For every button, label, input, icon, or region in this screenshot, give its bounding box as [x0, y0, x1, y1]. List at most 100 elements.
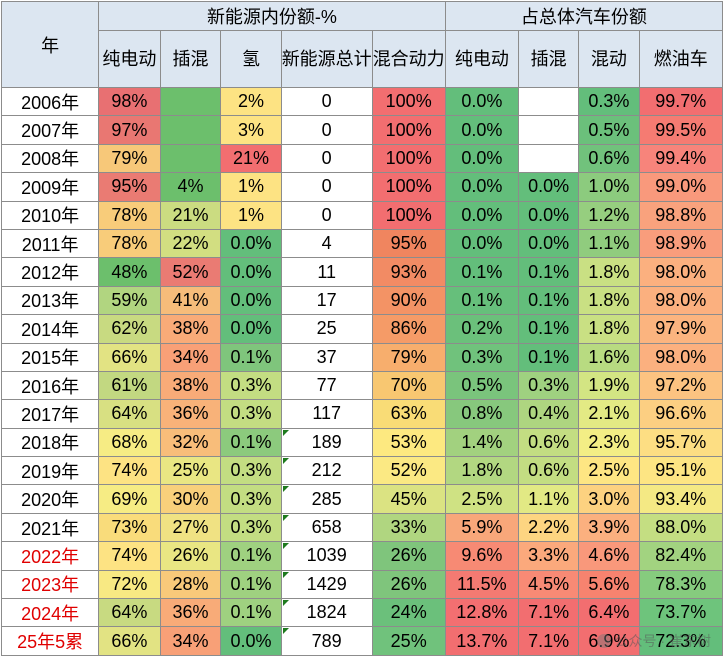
value-text: 4%	[177, 176, 204, 197]
value-text: 5.9%	[461, 517, 503, 538]
table-row: 2015年 66% 34% 0.1% 37 79% 0.3% 0.1% 1.6% 98.0%	[0, 342, 723, 372]
value-cell: 0.3%	[444, 342, 519, 372]
value-cell: 52%	[159, 257, 222, 287]
value-text: 74%	[111, 545, 148, 566]
value-cell: 11	[280, 257, 373, 287]
value-text: 11	[317, 261, 337, 282]
cell-marker-icon	[282, 429, 289, 436]
value-cell: 95%	[371, 228, 446, 259]
value-cell	[517, 115, 580, 145]
value-cell: 5.9%	[444, 512, 519, 543]
value-text: 0.3%	[230, 517, 272, 538]
value-cell: 0	[280, 86, 373, 117]
value-cell: 69%	[98, 484, 161, 514]
table-body: 2006年 98% 2% 0 100% 0.0% 0.3% 99.7% 2007年 97% 3% 0 1…	[0, 86, 723, 656]
value-text: 93.4%	[655, 488, 707, 509]
value-text: 1.6%	[588, 346, 630, 367]
value-cell: 1.9%	[578, 370, 640, 401]
value-cell: 36%	[159, 598, 222, 628]
column-header: 插混	[159, 30, 222, 88]
value-text: 72.3%	[655, 630, 707, 651]
value-cell: 0.0%	[444, 143, 519, 174]
value-text: 285	[311, 488, 342, 509]
watermark-text: 公众号 · 崔东树	[614, 633, 711, 649]
value-cell: 38%	[159, 314, 222, 344]
value-text: 212	[311, 460, 342, 481]
value-text: 82.4%	[655, 545, 707, 566]
value-text: 3.0%	[588, 488, 630, 509]
table-row: 2017年 64% 36% 0.3% 117 63% 0.8% 0.4% 2.1% 96.6%	[0, 399, 723, 429]
subheader-row: 纯电动 插混氢新能源总计 混合动力 纯电动 插混 混动 燃油车	[2, 30, 723, 88]
value-text: 0.0%	[230, 630, 272, 651]
value-cell: 24%	[371, 598, 446, 628]
value-cell: 0.6%	[517, 427, 580, 458]
value-cell: 34%	[159, 342, 222, 372]
value-cell: 1039	[280, 541, 373, 571]
value-text: 0.0%	[528, 204, 570, 225]
value-cell: 25	[280, 314, 373, 344]
cell-marker-icon	[282, 571, 289, 578]
value-text: 45%	[390, 488, 427, 509]
value-cell: 0.3%	[220, 512, 282, 543]
value-cell: 97.9%	[638, 314, 723, 344]
value-cell: 12.8%	[444, 598, 519, 628]
value-cell: 53%	[371, 427, 446, 458]
value-cell: 9.6%	[444, 541, 519, 571]
value-text: 21%	[233, 147, 270, 168]
table-row: 2022年 74% 26% 0.1% 1039 26% 9.6% 3.3% 4.6% 82.4%	[0, 541, 723, 571]
value-text: 0.4%	[528, 403, 570, 424]
value-cell: 99.5%	[638, 115, 723, 145]
value-text: 53%	[390, 431, 427, 452]
value-text: 27%	[172, 517, 209, 538]
value-text: 2.5%	[588, 460, 630, 481]
value-cell: 0.0%	[444, 115, 519, 145]
value-cell: 0.1%	[517, 285, 580, 316]
value-cell: 0.4%	[517, 399, 580, 429]
value-cell: 0	[280, 115, 373, 145]
value-cell	[159, 115, 222, 145]
value-cell: 78%	[98, 228, 161, 259]
value-text: 0.3%	[230, 460, 272, 481]
value-cell: 7.1%	[517, 626, 580, 656]
value-cell: 77	[280, 370, 373, 401]
value-text: 63%	[390, 403, 427, 424]
value-text: 98.8%	[655, 204, 707, 225]
year-cell: 2008年	[0, 143, 100, 174]
table-row: 2009年 95% 4% 1% 0 100% 0.0% 0.0% 1.0% 99.0%	[0, 172, 723, 202]
wechat-icon	[596, 634, 611, 648]
column-header: 纯电动	[444, 30, 519, 88]
value-text: 37	[316, 346, 337, 367]
value-cell: 88.0%	[638, 512, 723, 543]
value-cell: 0.6%	[517, 456, 580, 486]
table-row: 2021年 73% 27% 0.3% 658 33% 5.9% 2.2% 3.9% 88.0%	[0, 512, 723, 543]
value-cell: 0.3%	[220, 456, 282, 486]
value-text: 0.3%	[230, 403, 272, 424]
value-cell: 13.7%	[444, 626, 519, 656]
value-text: 88.0%	[655, 517, 707, 538]
value-text: 32%	[172, 431, 209, 452]
value-text: 2%	[238, 91, 265, 112]
value-cell: 1.8%	[578, 314, 640, 344]
value-text: 1.8%	[588, 318, 630, 339]
value-cell: 25%	[159, 456, 222, 486]
value-text: 1.4%	[461, 431, 503, 452]
value-text: 95.7%	[655, 431, 707, 452]
column-header: 氢	[220, 30, 282, 88]
value-cell: 0.0%	[444, 200, 519, 230]
column-header: 燃油车	[638, 30, 723, 88]
value-cell: 0.1%	[220, 427, 282, 458]
value-cell: 95.1%	[638, 456, 723, 486]
value-text: 0	[321, 119, 332, 140]
value-cell: 1.8%	[444, 456, 519, 486]
year-cell: 2015年	[0, 342, 100, 372]
value-cell: 2.3%	[578, 427, 640, 458]
value-text: 0.0%	[230, 318, 272, 339]
value-cell: 4	[280, 228, 373, 259]
value-cell: 70%	[371, 370, 446, 401]
value-text: 73%	[111, 517, 148, 538]
value-cell: 1.2%	[578, 200, 640, 230]
value-text: 0.1%	[230, 602, 272, 623]
year-cell: 25年5累	[0, 626, 100, 656]
value-text: 99.0%	[655, 176, 707, 197]
value-text: 99.4%	[655, 147, 707, 168]
